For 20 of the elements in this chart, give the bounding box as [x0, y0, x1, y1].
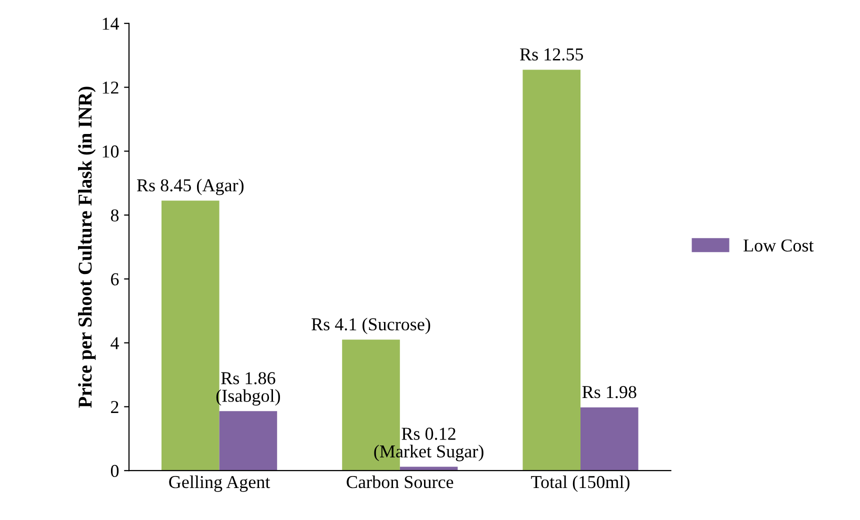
- y-tick-label: 14: [102, 18, 119, 30]
- y-tick-label: 2: [111, 401, 118, 413]
- data-label: Rs 8.45 (Agar): [137, 178, 244, 196]
- y-tick-label: 6: [111, 273, 119, 286]
- data-label: Rs 1.98: [582, 386, 636, 398]
- data-label: Rs 4.1 (Sucrose): [312, 318, 430, 334]
- x-tick-label: Gelling Agent: [169, 475, 270, 492]
- data-label: Rs 12.55: [520, 48, 583, 61]
- bar: [522, 70, 580, 471]
- x-tick-label: Carbon Source: [346, 475, 454, 488]
- legend-label: Low Cost: [744, 239, 814, 252]
- y-tick-label: 10: [102, 145, 119, 158]
- y-tick-label: 0: [110, 464, 119, 478]
- bar: [580, 407, 638, 471]
- x-tick-label: Total (150ml): [531, 475, 630, 492]
- y-axis-title: Price per Shoot Culture Flask (in INR): [78, 86, 96, 408]
- y-tick-label: 8: [110, 209, 119, 222]
- bar: [219, 411, 278, 471]
- y-tick-label: 4: [110, 337, 119, 350]
- y-tick-label: 12: [102, 82, 118, 94]
